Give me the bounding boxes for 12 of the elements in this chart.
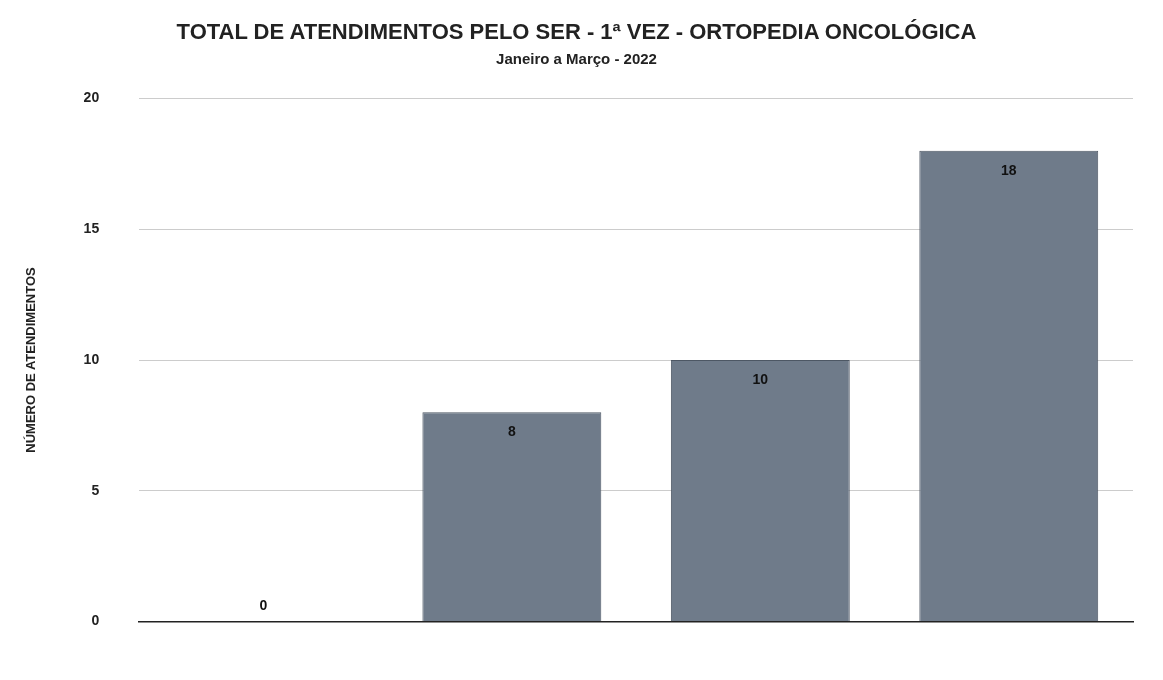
data-label: 0 (259, 596, 268, 613)
data-label: 10 (752, 371, 769, 387)
y-tick-label: 15 (83, 220, 100, 237)
data-label: 8 (507, 423, 516, 440)
y-tick-label: 10 (83, 350, 100, 367)
data-label: 18 (1000, 161, 1017, 178)
y-tick-label: 20 (83, 89, 100, 106)
chart-title: TOTAL DE ATENDIMENTOS PELO SER - 1ª VEZ - ORTOPEDIA ONCOLÓGICA (176, 19, 977, 45)
y-tick-label: 0 (91, 612, 100, 629)
chart-subtitle: Janeiro a Março - 2022 (496, 49, 657, 67)
y-axis-title: NÚMERO DE ATENDIMENTOS (23, 266, 39, 453)
y-tick-label: 5 (91, 481, 100, 498)
